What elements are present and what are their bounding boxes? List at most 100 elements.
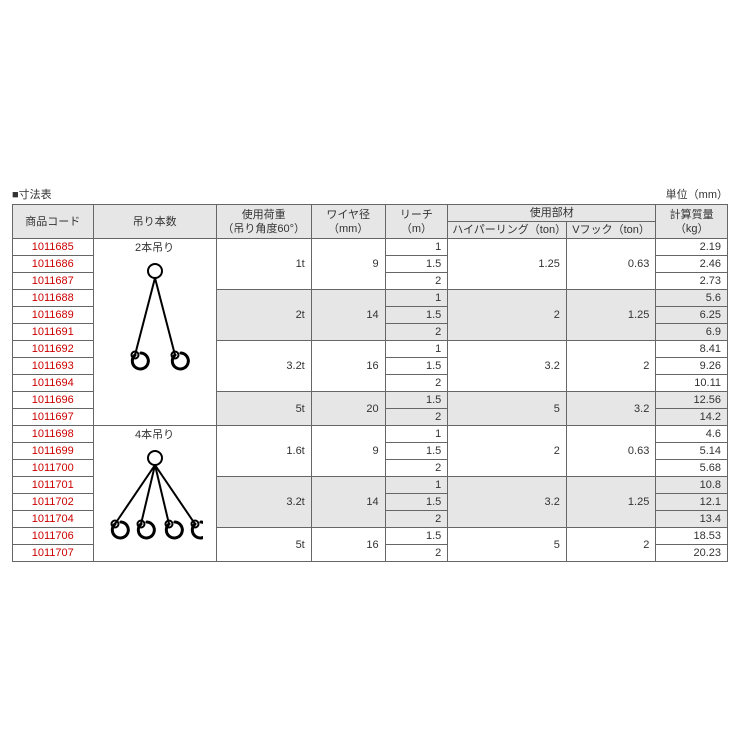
- cell-mass: 5.68: [656, 460, 728, 477]
- table-header: 商品コード 吊り本数 使用荷重 （吊り角度60°） ワイヤ径 （mm） リーチ …: [13, 205, 728, 239]
- hang-label: 4本吊り: [96, 428, 214, 442]
- cell-reach: 2: [385, 460, 448, 477]
- header-wire: ワイヤ径 （mm）: [311, 205, 385, 239]
- cell-reach: 1.5: [385, 528, 448, 545]
- cell-code: 1011700: [13, 460, 94, 477]
- cell-code: 1011697: [13, 409, 94, 426]
- cell-code: 1011694: [13, 375, 94, 392]
- cell-vhook: 1.25: [566, 477, 656, 528]
- cell-code: 1011691: [13, 324, 94, 341]
- cell-mass: 10.11: [656, 375, 728, 392]
- cell-code: 1011704: [13, 511, 94, 528]
- cell-reach: 2: [385, 511, 448, 528]
- cell-mass: 9.26: [656, 358, 728, 375]
- cell-mass: 2.19: [656, 239, 728, 256]
- header-mass: 計算質量 （kg）: [656, 205, 728, 239]
- header-load: 使用荷重 （吊り角度60°）: [216, 205, 311, 239]
- cell-code: 1011689: [13, 307, 94, 324]
- dimension-table: 商品コード 吊り本数 使用荷重 （吊り角度60°） ワイヤ径 （mm） リーチ …: [12, 204, 728, 562]
- cell-vhook: 3.2: [566, 392, 656, 426]
- cell-reach: 1.5: [385, 358, 448, 375]
- cell-reach: 1.5: [385, 256, 448, 273]
- cell-code: 1011706: [13, 528, 94, 545]
- cell-code: 1011687: [13, 273, 94, 290]
- cell-code: 1011696: [13, 392, 94, 409]
- cell-mass: 6.25: [656, 307, 728, 324]
- cell-hyper: 3.2: [448, 477, 567, 528]
- cell-mass: 2.73: [656, 273, 728, 290]
- cell-mass: 10.8: [656, 477, 728, 494]
- cell-hyper: 5: [448, 392, 567, 426]
- cell-reach: 1: [385, 477, 448, 494]
- cell-hang-4: 4本吊り: [93, 426, 216, 562]
- cell-wire: 16: [311, 341, 385, 392]
- cell-wire: 9: [311, 239, 385, 290]
- cell-code: 1011686: [13, 256, 94, 273]
- cell-code: 1011707: [13, 545, 94, 562]
- cell-wire: 14: [311, 477, 385, 528]
- cell-reach: 1: [385, 426, 448, 443]
- cell-reach: 2: [385, 324, 448, 341]
- cell-hang-2: 2本吊り: [93, 239, 216, 426]
- cell-mass: 4.6: [656, 426, 728, 443]
- cell-code: 1011699: [13, 443, 94, 460]
- cell-mass: 5.14: [656, 443, 728, 460]
- cell-wire: 16: [311, 528, 385, 562]
- cell-load: 3.2t: [216, 477, 311, 528]
- cell-hyper: 5: [448, 528, 567, 562]
- cell-code: 1011701: [13, 477, 94, 494]
- cell-code: 1011698: [13, 426, 94, 443]
- cell-mass: 8.41: [656, 341, 728, 358]
- cell-vhook: 2: [566, 341, 656, 392]
- cell-code: 1011702: [13, 494, 94, 511]
- two-hook-icon: [96, 257, 214, 387]
- cell-hyper: 3.2: [448, 341, 567, 392]
- cell-vhook: 0.63: [566, 426, 656, 477]
- header-part: 使用部材: [448, 205, 656, 222]
- hang-label: 2本吊り: [96, 241, 214, 255]
- cell-reach: 2: [385, 375, 448, 392]
- cell-code: 1011685: [13, 239, 94, 256]
- cell-load: 1.6t: [216, 426, 311, 477]
- cell-load: 1t: [216, 239, 311, 290]
- cell-hyper: 2: [448, 290, 567, 341]
- cell-mass: 2.46: [656, 256, 728, 273]
- header-vhook: Vフック（ton）: [566, 222, 656, 239]
- cell-mass: 18.53: [656, 528, 728, 545]
- cell-mass: 6.9: [656, 324, 728, 341]
- table-row: 10116984本吊り1.6t9120.634.6: [13, 426, 728, 443]
- cell-reach: 1: [385, 341, 448, 358]
- table-body: 10116852本吊り1t911.250.632.1910116861.52.4…: [13, 239, 728, 562]
- cell-mass: 5.6: [656, 290, 728, 307]
- unit-label: 単位（mm）: [666, 186, 728, 202]
- cell-reach: 2: [385, 409, 448, 426]
- cell-reach: 1.5: [385, 494, 448, 511]
- cell-load: 3.2t: [216, 341, 311, 392]
- cell-mass: 12.56: [656, 392, 728, 409]
- header-hyper: ハイパーリング（ton）: [448, 222, 567, 239]
- header-reach: リーチ （m）: [385, 205, 448, 239]
- four-hook-icon: [96, 444, 214, 554]
- cell-vhook: 0.63: [566, 239, 656, 290]
- header-hang: 吊り本数: [93, 205, 216, 239]
- cell-vhook: 2: [566, 528, 656, 562]
- cell-code: 1011692: [13, 341, 94, 358]
- cell-load: 5t: [216, 392, 311, 426]
- cell-mass: 13.4: [656, 511, 728, 528]
- table-title: ■寸法表: [12, 186, 52, 202]
- cell-load: 2t: [216, 290, 311, 341]
- page: ■寸法表 単位（mm） 商品コード 吊り本数 使用荷重 （吊り角度60°） ワイ…: [0, 0, 740, 562]
- cell-reach: 1: [385, 290, 448, 307]
- cell-mass: 20.23: [656, 545, 728, 562]
- cell-hyper: 1.25: [448, 239, 567, 290]
- cell-code: 1011693: [13, 358, 94, 375]
- cell-mass: 12.1: [656, 494, 728, 511]
- table-row: 10116852本吊り1t911.250.632.19: [13, 239, 728, 256]
- cell-wire: 14: [311, 290, 385, 341]
- title-row: ■寸法表 単位（mm）: [12, 186, 728, 202]
- header-code: 商品コード: [13, 205, 94, 239]
- cell-vhook: 1.25: [566, 290, 656, 341]
- cell-load: 5t: [216, 528, 311, 562]
- cell-reach: 2: [385, 273, 448, 290]
- cell-reach: 2: [385, 545, 448, 562]
